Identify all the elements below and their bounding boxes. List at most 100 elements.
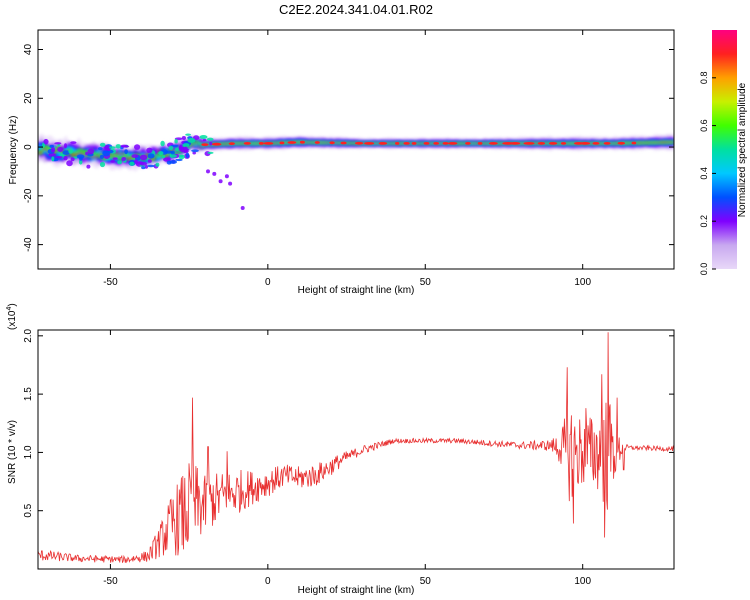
spectrogram-peak (287, 141, 297, 144)
spectrogram-blob (184, 146, 188, 153)
spectrogram-blob (120, 144, 129, 148)
spectrogram-blob (104, 145, 110, 150)
snr-multiplier-base: (x10 (7, 310, 18, 330)
spectrogram-y-tick-label: 40 (23, 44, 34, 56)
spectrogram-frame (37, 29, 675, 270)
colorbar-ramp (712, 30, 737, 269)
spectrogram-blob (207, 151, 214, 154)
spectrogram-peak (579, 142, 591, 145)
colorbar-tick-label: 0.8 (699, 72, 709, 85)
spectrogram-blob (179, 144, 183, 151)
spectrogram-outlier (218, 179, 223, 184)
spectrogram-y-tick-label: -40 (23, 237, 34, 252)
spectrogram-y-axis: -40 -20 0 20 40 (23, 44, 674, 252)
snr-y-tick-label: 1.5 (23, 387, 34, 401)
spectrogram-blob (147, 159, 152, 163)
spectrogram-blob (155, 162, 160, 167)
spectrogram-peak (442, 142, 449, 145)
spectrogram-blob (110, 160, 116, 163)
spectrogram-outlier (86, 164, 91, 169)
snr-x-tick-label: 0 (265, 576, 271, 587)
spectrogram-blob (121, 157, 127, 161)
spectrogram-blob (182, 143, 190, 147)
spectrogram-blob (98, 147, 103, 151)
spectrogram-blob (43, 138, 49, 145)
spectrogram-peak (509, 142, 521, 145)
spectrogram-blob (51, 156, 55, 162)
spectrogram-blob (169, 160, 178, 164)
colorbar-tick-label: 0.0 (699, 263, 709, 276)
snr-x-tick-label: 50 (420, 576, 432, 587)
spectrogram-peak (411, 142, 417, 145)
svg-text:(x104): (x104) (6, 303, 18, 330)
spectrogram-peak (477, 142, 483, 145)
spectrogram-blob (70, 141, 77, 145)
spectrogram-peak (314, 141, 320, 144)
spectrogram-band-5 (38, 140, 674, 161)
spectrogram-blob (160, 140, 165, 147)
spectrogram-peak (243, 142, 251, 145)
spectrogram-blob (185, 133, 192, 136)
spectrogram-peak (631, 141, 637, 145)
snr-x-label: Height of straight line (km) (298, 585, 415, 596)
spectrogram-blob (85, 151, 89, 156)
spectrogram-peak (228, 142, 235, 146)
spectrogram-blob (147, 153, 155, 159)
spectrogram-blob (181, 136, 186, 140)
spectrogram-peak (403, 142, 410, 145)
spectrogram-blob (139, 154, 148, 161)
spectrogram-outlier (240, 206, 245, 210)
spectrogram-blob (134, 144, 141, 150)
spectrogram-peak (395, 142, 400, 145)
spectrogram-peak (364, 142, 375, 145)
snr-frame (37, 329, 675, 570)
spectrogram-blob (174, 138, 178, 144)
spectrogram-peak (201, 143, 209, 147)
spectrogram-blob (206, 137, 214, 141)
spectrogram-blob (158, 151, 164, 156)
spectrogram-blob (42, 142, 46, 148)
spectrogram-blob (87, 148, 95, 155)
snr-y-tick-label: 2.0 (23, 328, 34, 342)
spectrogram-blob (66, 160, 73, 167)
spectrogram-blob (192, 151, 196, 155)
spectrogram-peak (537, 142, 546, 145)
colorbar-ticks: 0.0 0.2 0.4 0.6 0.8 (699, 72, 716, 276)
spectrogram-blob (64, 143, 67, 149)
snr-y-tick-label: 0.5 (23, 503, 34, 517)
spectrogram-blob (112, 157, 118, 160)
colorbar-label: Normalized spectral amplitude (737, 82, 748, 217)
colorbar: 0.0 0.2 0.4 0.6 0.8 Normalized spectral ampl… (699, 30, 748, 275)
spectrogram-blob (54, 142, 62, 145)
snr-x-tick-label: 100 (574, 576, 591, 587)
spectrogram-blob (124, 149, 128, 155)
spectrogram-blob (193, 135, 200, 140)
spectrogram-blob (175, 158, 183, 162)
snr-plot-area (38, 330, 674, 569)
snr-multiplier: (x104) (6, 303, 18, 330)
spectrogram-blob (169, 154, 177, 158)
colorbar-tick-label: 0.2 (699, 215, 709, 228)
spectrogram-blob (99, 161, 106, 168)
spectrogram-x-label: Height of straight line (km) (298, 285, 415, 296)
spectrogram-outlier (70, 157, 75, 162)
spectrogram-blob (62, 150, 70, 156)
spectrogram-blob (115, 144, 122, 149)
spectrogram-blob (102, 150, 111, 157)
spectrogram-y-tick-label: 0 (23, 144, 34, 150)
spectrogram-blob (147, 164, 155, 168)
spectrogram-blob (168, 145, 174, 150)
spectrogram-x-tick-label: 100 (574, 277, 591, 288)
spectrogram-blob (68, 149, 74, 154)
spectrogram-outlier (212, 171, 217, 176)
spectrogram-blob (164, 150, 173, 154)
spectrogram-blob (57, 147, 64, 152)
spectrogram-x-tick-label: -50 (103, 277, 118, 288)
spectrogram-peak (488, 142, 498, 145)
spectrogram-blob (175, 147, 179, 151)
spectrogram-x-tick-label: 50 (420, 277, 432, 288)
spectrogram-peak (378, 142, 388, 145)
spectrogram-x-tick-label: 0 (265, 277, 271, 288)
snr-x-axis: -50 0 50 100 (103, 330, 591, 587)
spectrogram-y-tick-label: -20 (23, 188, 34, 203)
